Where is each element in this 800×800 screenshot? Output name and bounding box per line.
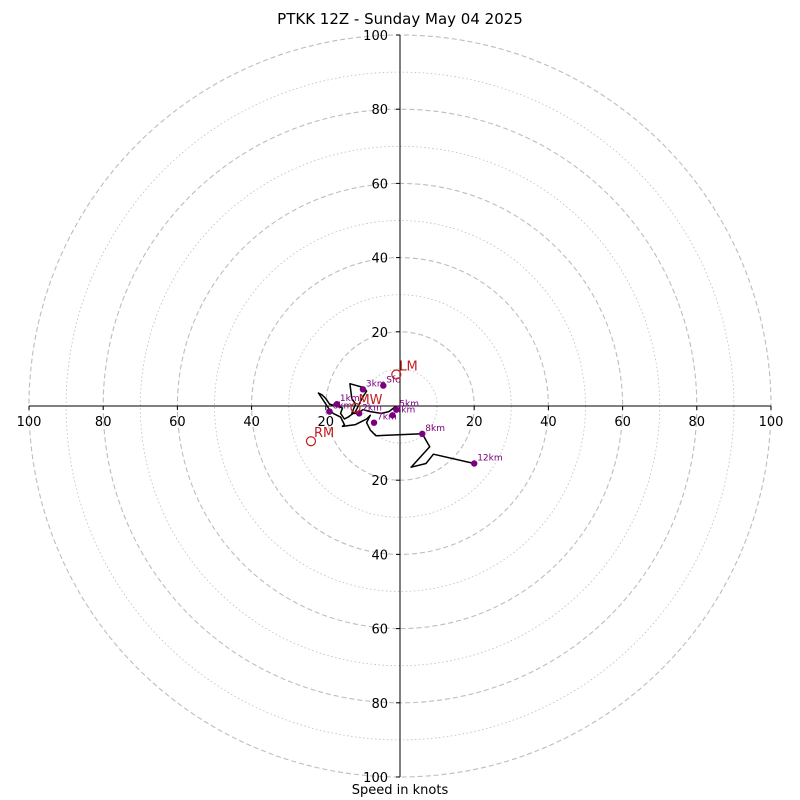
- height-marker-Sfc: [380, 382, 387, 389]
- height-label-Sfc: Sfc: [386, 376, 400, 386]
- height-marker-5km: [393, 406, 400, 413]
- height-label-4km: 4km: [396, 405, 416, 415]
- x-tick-label: 20: [318, 415, 335, 430]
- storm-label-MW: MW: [358, 393, 382, 408]
- x-axis-label: Speed in knots: [351, 783, 449, 798]
- y-tick-label: 80: [371, 697, 388, 712]
- axes: [29, 35, 771, 777]
- x-tick-label: 100: [759, 415, 784, 430]
- x-tick-label: 20: [466, 415, 483, 430]
- height-label-2km: 2km: [362, 403, 382, 413]
- height-label-12km: 12km: [477, 454, 502, 464]
- y-tick-label: 60: [371, 177, 388, 192]
- height-marker-6km: [326, 408, 333, 415]
- y-tick-label: 100: [363, 771, 388, 786]
- storm-marker-MW: [350, 402, 361, 413]
- x-tick-label: 100: [17, 415, 42, 430]
- chart-title: PTKK 12Z - Sunday May 04 2025: [277, 10, 523, 28]
- storm-marker-LM: [391, 369, 402, 380]
- height-label-1km: 1km: [340, 394, 360, 404]
- y-tick-label: 20: [371, 474, 388, 489]
- x-tick-label: 80: [689, 415, 706, 430]
- height-label-5km: 5km: [399, 400, 419, 410]
- y-tick-label: 80: [371, 103, 388, 118]
- height-label-8km: 8km: [425, 424, 445, 434]
- height-label-7km: 7km: [377, 413, 397, 423]
- y-tick-label: 40: [371, 252, 388, 267]
- y-tick-label: 60: [371, 623, 388, 638]
- height-marker-4km: [389, 412, 396, 419]
- height-label-3km: 3km: [366, 379, 386, 389]
- y-tick-label: 100: [363, 29, 388, 44]
- storm-label-RM: RM: [314, 426, 334, 441]
- height-marker-12km: [471, 460, 478, 467]
- x-tick-label: 60: [614, 415, 631, 430]
- storm-marker-RM: [305, 436, 317, 447]
- y-tick-label: 20: [371, 326, 388, 341]
- y-tick-label: 40: [371, 548, 388, 563]
- height-marker-7km: [370, 419, 378, 426]
- x-tick-label: 60: [169, 415, 186, 430]
- x-tick-label: 40: [243, 415, 260, 430]
- tick-labels: 100 80 60 40 20 20 40 60 80 100 100 80 60 40 20 20 40 60 8…: [17, 29, 784, 786]
- height-label-6km: 6km: [333, 402, 353, 412]
- x-tick-label: 40: [540, 415, 557, 430]
- storm-label-LM: LM: [399, 359, 417, 374]
- height-marker-3km: [359, 386, 367, 393]
- height-marker-8km: [419, 430, 426, 438]
- height-marker-1km: [333, 400, 341, 408]
- x-tick-label: 80: [95, 415, 112, 430]
- storm-motion-markers: LM RM MW: [305, 359, 418, 447]
